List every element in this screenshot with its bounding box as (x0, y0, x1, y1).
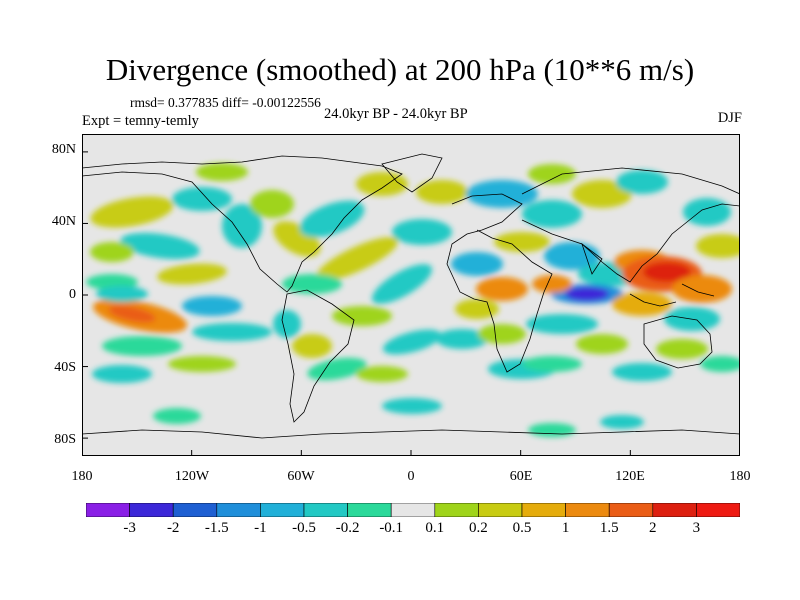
colorbar-swatch (652, 503, 697, 517)
colorbar-swatch (260, 503, 305, 517)
colorbar-label: 2 (649, 520, 657, 536)
colorbar-label: 1.5 (599, 520, 619, 536)
divergence-map (82, 134, 740, 456)
lat-label-40s: 40S (54, 360, 76, 375)
map-panel (82, 134, 740, 456)
lon-label-60e: 60E (509, 469, 533, 484)
colorbar-swatch (521, 503, 566, 517)
colorbar (86, 503, 740, 517)
colorbar-swatch (347, 503, 392, 517)
lat-label-0: 0 (69, 287, 76, 302)
coastlines (82, 153, 740, 439)
lon-label-60w: 60W (287, 469, 315, 484)
colorbar-label: -2 (166, 520, 180, 536)
experiment-label: Expt = temny-temly (82, 113, 199, 129)
axis-ticks (82, 151, 740, 456)
colorbar-label: 0.1 (425, 520, 445, 536)
lat-label-80s: 80S (54, 432, 76, 447)
map-title: Divergence (smoothed) at 200 hPa (10**6 … (105, 52, 695, 87)
period-label: 24.0kyr BP - 24.0kyr BP (324, 106, 468, 122)
colorbar-swatch (434, 503, 479, 517)
colorbar-label: 0.2 (469, 520, 488, 536)
lon-label-180e: 180 (729, 469, 751, 484)
colorbar-label: -1 (254, 520, 267, 536)
colorbar-swatch (172, 503, 218, 517)
colorbar-label: 3 (692, 520, 701, 536)
colorbar-label: -0.2 (335, 520, 360, 536)
divergence-field (86, 163, 740, 437)
lon-label-120e: 120E (615, 469, 645, 484)
colorbar-label: -1.5 (204, 520, 229, 536)
colorbar-swatch (478, 503, 523, 517)
rmsd-diff-stats: rmsd= 0.377835 diff= -0.00122556 (130, 95, 321, 110)
lon-label-180w: 180 (71, 469, 93, 484)
colorbar-label: -0.1 (379, 520, 404, 536)
colorbar-label: 1 (561, 520, 570, 536)
colorbar-label: -0.5 (292, 520, 316, 536)
colorbar-label: 0.5 (512, 520, 532, 536)
lat-label-40n: 40N (51, 214, 76, 229)
colorbar-swatch (86, 503, 130, 517)
season-label: DJF (717, 110, 742, 126)
colorbar-label: -3 (123, 520, 136, 536)
lon-label-120w: 120W (174, 469, 210, 484)
colorbar-swatch (390, 503, 436, 517)
colorbar-swatch (216, 503, 261, 517)
colorbar-swatch (303, 503, 348, 517)
colorbar-swatch (129, 503, 174, 517)
colorbar-swatch (565, 503, 610, 517)
colorbar-swatch (608, 503, 654, 517)
lat-label-80n: 80N (51, 142, 76, 157)
lon-label-0: 0 (407, 469, 415, 484)
colorbar-swatch (696, 503, 740, 517)
